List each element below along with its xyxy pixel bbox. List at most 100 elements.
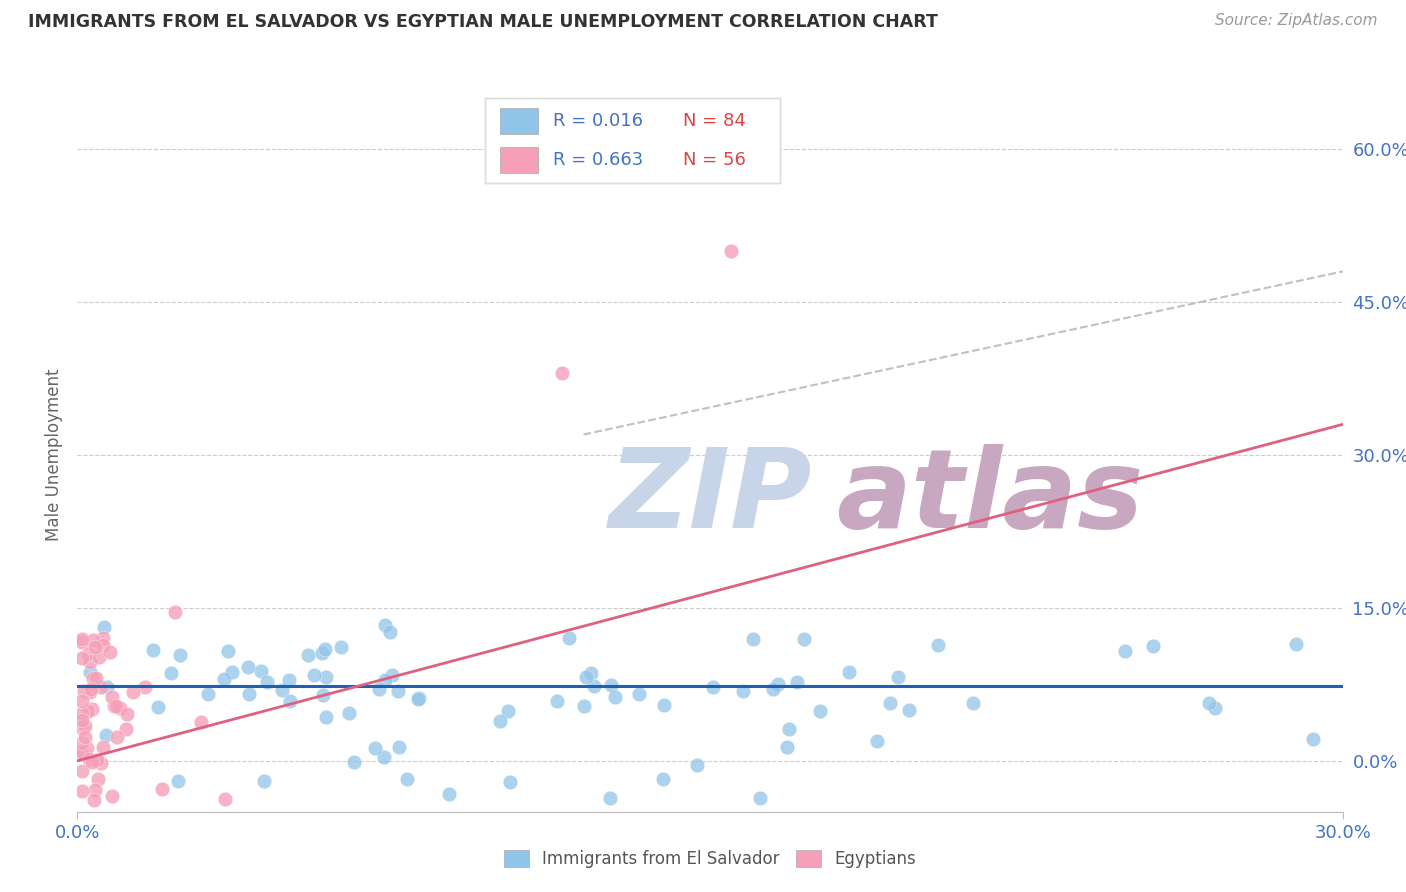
- Point: [256, 674, 278, 689]
- Point: [406, 692, 429, 706]
- Point: [79, 752, 101, 766]
- Point: [808, 704, 831, 718]
- Point: [94, 728, 117, 742]
- Point: [304, 668, 326, 682]
- Point: [70, 746, 93, 760]
- Point: [364, 740, 387, 755]
- Point: [70, 713, 93, 727]
- Y-axis label: Male Unemployment: Male Unemployment: [45, 368, 63, 541]
- Point: [387, 684, 409, 698]
- Point: [76, 647, 98, 661]
- Point: [93, 638, 115, 652]
- Point: [374, 617, 396, 632]
- Point: [76, 741, 98, 756]
- Point: [148, 699, 170, 714]
- Point: [214, 792, 236, 806]
- Point: [408, 691, 430, 706]
- Point: [886, 670, 908, 684]
- Point: [1114, 644, 1136, 658]
- Point: [105, 699, 128, 714]
- Point: [84, 671, 107, 685]
- Point: [87, 772, 110, 787]
- Point: [83, 793, 105, 807]
- Point: [866, 734, 889, 748]
- Point: [77, 704, 100, 718]
- Text: N = 56: N = 56: [683, 151, 745, 169]
- Point: [70, 764, 93, 779]
- Point: [574, 698, 596, 713]
- Point: [1198, 696, 1220, 710]
- Point: [72, 745, 94, 759]
- Legend: Immigrants from El Salvador, Egyptians: Immigrants from El Salvador, Egyptians: [498, 843, 922, 875]
- Point: [897, 703, 920, 717]
- Point: [82, 701, 104, 715]
- Point: [1204, 700, 1226, 714]
- Point: [748, 791, 770, 805]
- Point: [496, 705, 519, 719]
- Point: [165, 606, 187, 620]
- Point: [115, 706, 138, 721]
- Point: [776, 739, 799, 754]
- Point: [741, 632, 763, 647]
- Point: [79, 665, 101, 680]
- Point: [83, 783, 105, 797]
- Point: [793, 632, 815, 646]
- Point: [280, 694, 302, 708]
- Point: [114, 722, 136, 736]
- Point: [160, 665, 183, 680]
- Point: [98, 645, 121, 659]
- Point: [166, 774, 188, 789]
- Point: [599, 790, 621, 805]
- Point: [311, 688, 333, 702]
- Point: [387, 740, 409, 755]
- Point: [879, 696, 901, 710]
- Point: [368, 681, 391, 696]
- Point: [380, 624, 402, 639]
- Point: [1302, 732, 1324, 747]
- Point: [93, 740, 115, 755]
- Point: [70, 784, 93, 798]
- Point: [499, 774, 522, 789]
- Point: [212, 673, 235, 687]
- Point: [297, 648, 319, 662]
- Point: [686, 758, 709, 772]
- Point: [627, 687, 650, 701]
- Point: [86, 753, 108, 767]
- Point: [100, 789, 122, 804]
- Point: [315, 710, 337, 724]
- Point: [551, 367, 574, 381]
- Point: [330, 640, 353, 654]
- Point: [70, 706, 93, 721]
- Point: [278, 673, 301, 688]
- Point: [396, 772, 419, 786]
- Point: [311, 646, 333, 660]
- Point: [702, 680, 724, 694]
- Point: [142, 643, 165, 657]
- Point: [1142, 639, 1164, 653]
- Point: [238, 687, 260, 701]
- Point: [762, 681, 785, 696]
- Point: [169, 648, 191, 662]
- Point: [82, 633, 104, 648]
- Point: [546, 694, 568, 708]
- Point: [108, 701, 131, 715]
- Point: [381, 668, 404, 682]
- Point: [373, 673, 395, 687]
- Point: [236, 659, 259, 673]
- Point: [84, 640, 107, 655]
- Point: [343, 755, 366, 769]
- Point: [1285, 636, 1308, 650]
- Point: [87, 650, 110, 665]
- Point: [599, 678, 621, 692]
- Point: [253, 773, 276, 788]
- Text: ZIP: ZIP: [609, 444, 813, 551]
- Point: [217, 644, 239, 658]
- Point: [733, 684, 755, 698]
- FancyBboxPatch shape: [501, 108, 538, 134]
- Point: [190, 715, 212, 730]
- Point: [579, 666, 602, 681]
- Point: [107, 730, 129, 744]
- Text: atlas: atlas: [837, 444, 1144, 551]
- Point: [91, 631, 114, 645]
- Point: [373, 749, 395, 764]
